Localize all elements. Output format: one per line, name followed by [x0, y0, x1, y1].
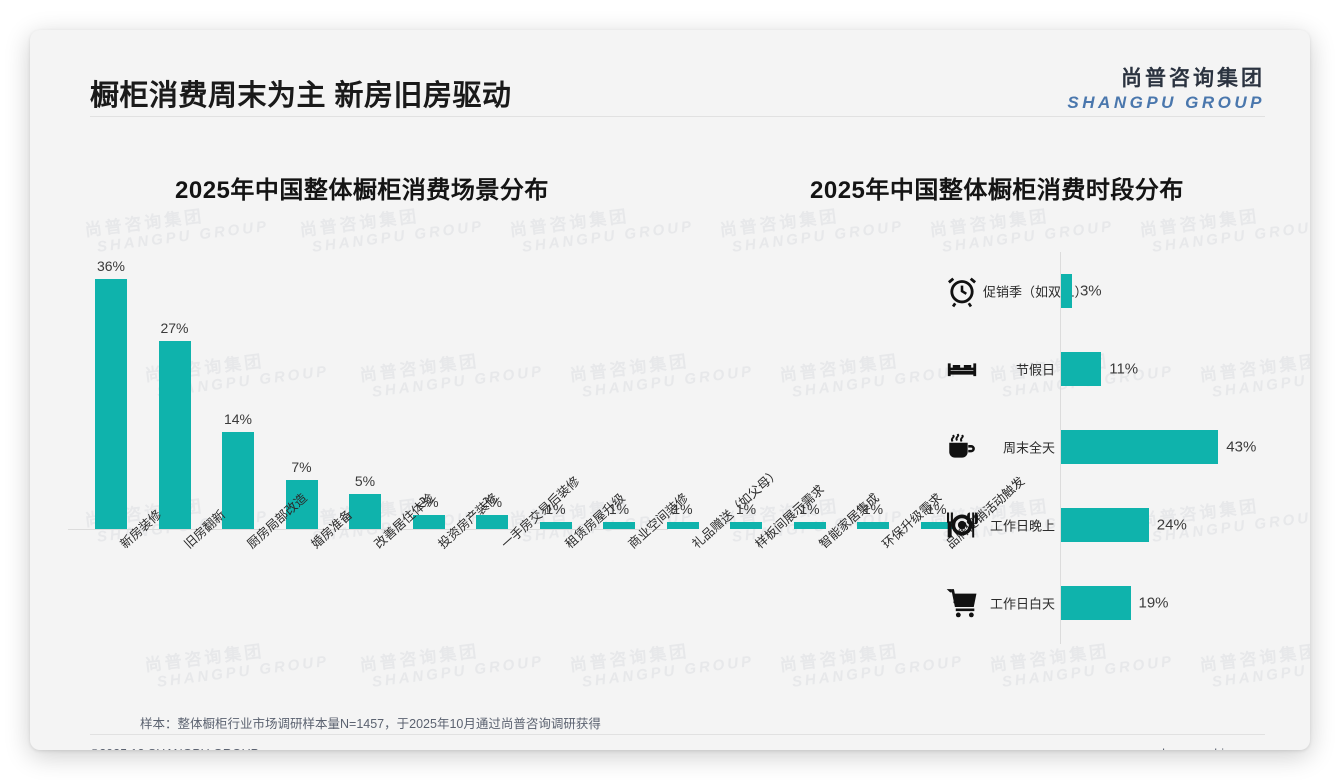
bar-value-label: 5% — [354, 473, 376, 490]
bar-value-label: 2% — [418, 494, 439, 511]
brand-logo-cn: 尚普咨询集团 — [1121, 67, 1265, 90]
bar-column: 5% — [349, 468, 381, 529]
bar[interactable] — [476, 515, 508, 529]
bar[interactable] — [1061, 352, 1102, 386]
timeperiod-axis-line — [1060, 252, 1061, 644]
alarm-clock-icon — [945, 274, 979, 308]
bar[interactable] — [1061, 430, 1219, 464]
page-title: 橱柜消费周末为主 新房旧房驱动 — [90, 80, 512, 112]
bar[interactable] — [666, 522, 699, 529]
header-divider — [90, 116, 1265, 117]
timeperiod-row: 工作日白天 19% — [935, 564, 1295, 642]
bar-value-label: 27% — [160, 320, 189, 337]
coffee-cup-icon — [945, 430, 979, 464]
bar[interactable] — [222, 431, 254, 529]
bar[interactable] — [603, 522, 635, 529]
bar-value-label: 14% — [223, 410, 253, 427]
bar[interactable] — [793, 522, 826, 529]
bar-value-label: 1% — [926, 501, 947, 518]
timeperiod-label: 周末全天 — [1002, 440, 1055, 456]
timeperiod-label: 促销季（如双11） — [983, 284, 1088, 300]
bar-column: 1% — [666, 496, 699, 529]
timeperiod-label: 工作日白天 — [989, 596, 1055, 612]
bar[interactable] — [412, 515, 445, 529]
scenario-plot-area: 36% 27% 14% 7% 5% 2% 2% 1% 1% 1% 1% 1% 1% 1% — [68, 230, 953, 530]
bar-value-label: 1% — [862, 501, 884, 518]
website-link[interactable]: www.shangpu-china.com — [1126, 747, 1265, 750]
bar-column: 14% — [222, 406, 254, 529]
bar-column: 1% — [539, 496, 572, 529]
bar[interactable] — [730, 522, 762, 529]
scenario-bar-chart: 36% 27% 14% 7% 5% 2% 2% 1% 1% 1% 1% 1% 1% 1% 新房装修 旧房翻新… — [68, 230, 1027, 670]
scenario-axis-line — [68, 529, 668, 530]
bar-column: 1% — [857, 496, 889, 529]
bar-column: 1% — [730, 496, 762, 529]
bar-value-label: 1% — [608, 501, 630, 518]
timeperiod-row: 周末全天 43% — [935, 408, 1295, 486]
bar-value-label: 3% — [1079, 282, 1102, 300]
bar[interactable] — [539, 522, 572, 529]
bar-column: 36% — [95, 253, 127, 529]
bar-value-label: 1% — [672, 501, 693, 518]
bar-column: 27% — [158, 315, 191, 529]
brand-logo: 尚普咨询集团 SHANGPU GROUP — [1067, 62, 1265, 113]
slide-header: 橱柜消费周末为主 新房旧房驱动 尚普咨询集团 SHANGPU GROUP — [30, 30, 1310, 120]
bar-value-label: 1% — [799, 501, 820, 518]
shopping-cart-icon — [945, 586, 979, 620]
slide-card: 尚普咨询集团 SHANGPU GROUP 尚普咨询集团 SHANGPU GROUP 尚普… — [30, 30, 1310, 750]
bar-column: 2% — [476, 489, 508, 529]
bar-value-label: 36% — [96, 257, 126, 274]
timeperiod-row: 促销季（如双11） 3% — [935, 252, 1295, 330]
brand-logo-en: SHANGPU GROUP — [1067, 93, 1265, 112]
bar[interactable] — [95, 278, 127, 529]
bar[interactable] — [1061, 274, 1072, 308]
bar-column: 1% — [920, 496, 953, 529]
bar-column: 1% — [793, 496, 826, 529]
bar-column: 7% — [285, 454, 318, 529]
chart-title-timeperiod: 2025年中国整体橱柜消费时段分布 — [810, 177, 1184, 204]
bar-value-label: 43% — [1226, 438, 1257, 456]
bar-value-label: 1% — [735, 501, 757, 518]
footer-divider — [90, 734, 1265, 735]
dinner-plate-icon — [945, 508, 979, 542]
bar-value-label: 2% — [481, 494, 503, 511]
bar[interactable] — [285, 480, 318, 529]
bar-value-label: 19% — [1138, 594, 1169, 612]
bar-value-label: 24% — [1156, 516, 1187, 534]
timeperiod-bar-chart: 促销季（如双11） 3% 节假日 11% 周末全天 43% 工作日晚上 24% 工作日白天 19% — [935, 252, 1295, 652]
source-note: 样本：整体橱柜行业市场调研样本量N=1457，于2025年10月通过尚普咨询调研… — [140, 717, 601, 731]
chart-title-scenario: 2025年中国整体橱柜消费场景分布 — [175, 177, 549, 204]
copyright-text: ©2025.12 SHANGPU GROUP — [90, 747, 259, 750]
bar-value-label: 1% — [545, 501, 566, 518]
bar[interactable] — [1061, 508, 1149, 542]
timeperiod-row: 工作日晚上 24% — [935, 486, 1295, 564]
bar-value-label: 7% — [291, 459, 312, 476]
timeperiod-label: 工作日晚上 — [989, 518, 1055, 534]
timeperiod-label: 节假日 — [1015, 362, 1055, 378]
bar[interactable] — [920, 522, 953, 529]
bed-icon — [945, 352, 979, 386]
bar[interactable] — [158, 341, 191, 529]
bar[interactable] — [349, 494, 381, 529]
bar-value-label: 11% — [1109, 360, 1139, 378]
bar-column: 2% — [412, 489, 445, 529]
bar[interactable] — [1061, 586, 1131, 620]
timeperiod-row: 节假日 11% — [935, 330, 1295, 408]
bar-column: 1% — [603, 496, 635, 529]
bar[interactable] — [857, 522, 889, 529]
